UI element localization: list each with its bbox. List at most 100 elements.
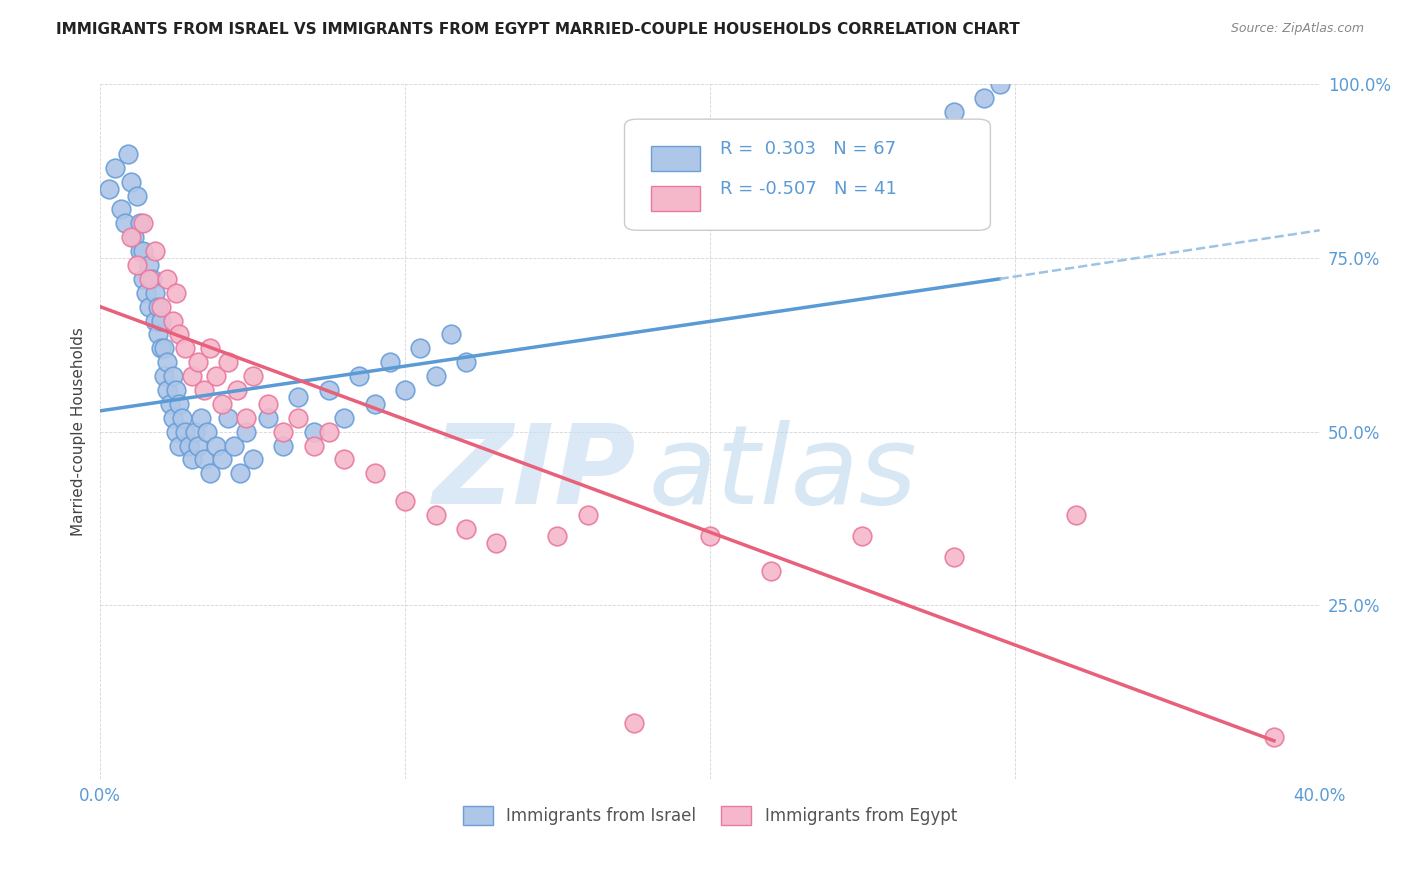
Point bbox=[153, 369, 176, 384]
Point bbox=[302, 439, 325, 453]
Text: Source: ZipAtlas.com: Source: ZipAtlas.com bbox=[1230, 22, 1364, 36]
Point bbox=[169, 397, 191, 411]
Point bbox=[454, 522, 477, 536]
Point bbox=[942, 549, 965, 564]
Point bbox=[146, 300, 169, 314]
Point bbox=[150, 300, 173, 314]
Point bbox=[242, 452, 264, 467]
Point bbox=[128, 216, 150, 230]
Point bbox=[256, 397, 278, 411]
Legend: Immigrants from Israel, Immigrants from Egypt: Immigrants from Israel, Immigrants from … bbox=[454, 797, 965, 833]
Point bbox=[143, 285, 166, 300]
Point bbox=[623, 716, 645, 731]
Text: atlas: atlas bbox=[650, 420, 918, 527]
Point bbox=[195, 425, 218, 439]
Point bbox=[546, 529, 568, 543]
Point bbox=[193, 383, 215, 397]
Point bbox=[146, 327, 169, 342]
Point bbox=[150, 313, 173, 327]
Point bbox=[128, 244, 150, 259]
Point bbox=[156, 355, 179, 369]
Point bbox=[485, 536, 508, 550]
Point bbox=[242, 369, 264, 384]
Point bbox=[162, 369, 184, 384]
Point bbox=[409, 342, 432, 356]
Point bbox=[205, 439, 228, 453]
Point bbox=[256, 410, 278, 425]
Point bbox=[153, 342, 176, 356]
Point bbox=[104, 161, 127, 175]
Point bbox=[271, 439, 294, 453]
FancyBboxPatch shape bbox=[624, 120, 990, 230]
Point bbox=[349, 369, 371, 384]
Point bbox=[125, 258, 148, 272]
Point bbox=[165, 383, 187, 397]
Point bbox=[135, 285, 157, 300]
Point bbox=[988, 78, 1011, 92]
Point bbox=[1263, 731, 1285, 745]
Point bbox=[211, 397, 233, 411]
Point bbox=[198, 467, 221, 481]
Point bbox=[235, 410, 257, 425]
Point bbox=[302, 425, 325, 439]
Point bbox=[132, 272, 155, 286]
Point bbox=[211, 452, 233, 467]
Text: R = -0.507   N = 41: R = -0.507 N = 41 bbox=[720, 179, 897, 198]
Point bbox=[174, 342, 197, 356]
Point bbox=[156, 272, 179, 286]
Point bbox=[114, 216, 136, 230]
Point bbox=[120, 230, 142, 244]
Point bbox=[169, 327, 191, 342]
Point bbox=[333, 452, 356, 467]
Point bbox=[143, 244, 166, 259]
Point bbox=[180, 369, 202, 384]
Point bbox=[318, 425, 340, 439]
Point bbox=[425, 369, 447, 384]
Text: R =  0.303   N = 67: R = 0.303 N = 67 bbox=[720, 140, 896, 158]
Point bbox=[187, 439, 209, 453]
Point bbox=[759, 564, 782, 578]
FancyBboxPatch shape bbox=[651, 146, 700, 171]
Point bbox=[120, 175, 142, 189]
Point bbox=[394, 494, 416, 508]
Point bbox=[174, 425, 197, 439]
Point bbox=[699, 529, 721, 543]
Point bbox=[425, 508, 447, 522]
Point bbox=[143, 313, 166, 327]
Point bbox=[132, 216, 155, 230]
Point bbox=[132, 244, 155, 259]
Point bbox=[187, 355, 209, 369]
Point bbox=[229, 467, 252, 481]
Point bbox=[190, 410, 212, 425]
Point bbox=[172, 410, 194, 425]
Point bbox=[205, 369, 228, 384]
Point bbox=[122, 230, 145, 244]
Text: ZIP: ZIP bbox=[433, 420, 637, 527]
Point bbox=[271, 425, 294, 439]
Point bbox=[156, 383, 179, 397]
Point bbox=[378, 355, 401, 369]
Point bbox=[217, 410, 239, 425]
Point bbox=[193, 452, 215, 467]
Point bbox=[440, 327, 463, 342]
Point bbox=[125, 188, 148, 202]
Point bbox=[394, 383, 416, 397]
FancyBboxPatch shape bbox=[651, 186, 700, 211]
Point bbox=[851, 529, 873, 543]
Point bbox=[973, 91, 995, 105]
Point bbox=[159, 397, 181, 411]
Point bbox=[165, 425, 187, 439]
Point bbox=[576, 508, 599, 522]
Point bbox=[333, 410, 356, 425]
Text: IMMIGRANTS FROM ISRAEL VS IMMIGRANTS FROM EGYPT MARRIED-COUPLE HOUSEHOLDS CORREL: IMMIGRANTS FROM ISRAEL VS IMMIGRANTS FRO… bbox=[56, 22, 1019, 37]
Point bbox=[162, 410, 184, 425]
Point bbox=[1064, 508, 1087, 522]
Point bbox=[110, 202, 132, 217]
Point bbox=[169, 439, 191, 453]
Point bbox=[454, 355, 477, 369]
Point bbox=[942, 105, 965, 120]
Point bbox=[217, 355, 239, 369]
Point bbox=[138, 258, 160, 272]
Point bbox=[117, 147, 139, 161]
Point bbox=[138, 300, 160, 314]
